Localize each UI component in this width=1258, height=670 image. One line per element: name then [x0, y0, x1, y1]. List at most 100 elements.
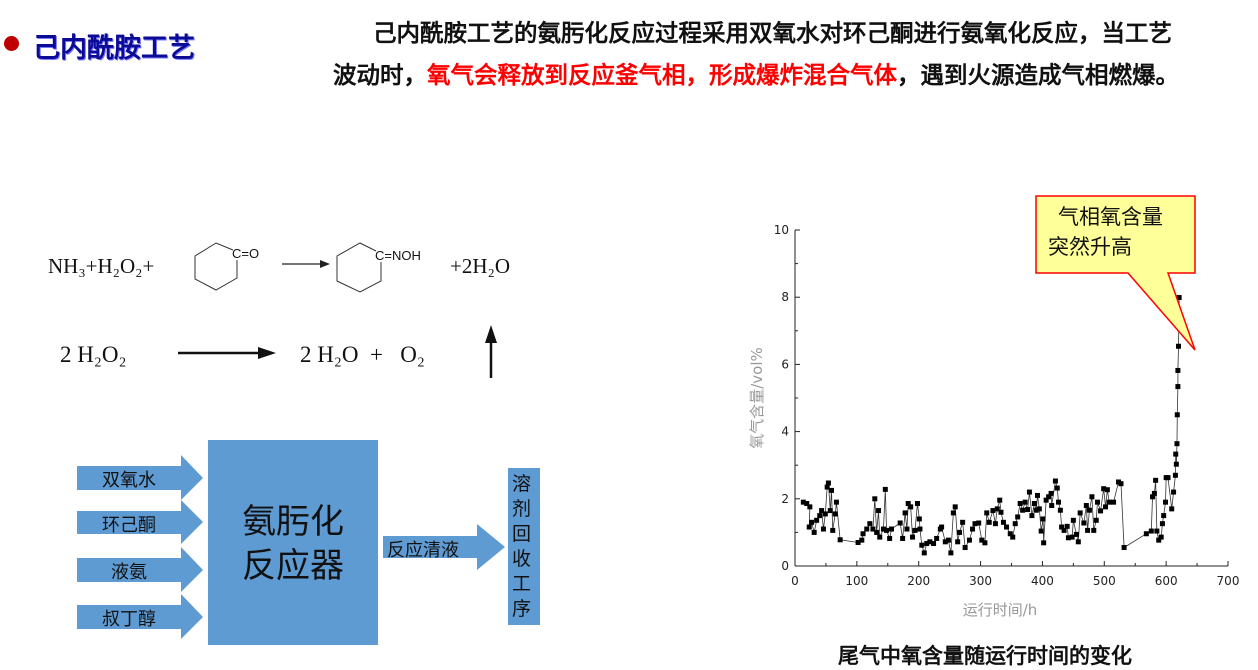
- data-point: [859, 537, 865, 543]
- data-point: [1000, 519, 1006, 525]
- process-flow-diagram: 双氧水 环己酮 液氨 叔丁醇 氨肟化 反应器 反应清液 溶剂回收工序: [0, 0, 560, 670]
- intro-text-3: ，遇到火源造成气相燃爆。: [897, 61, 1179, 89]
- reaction-equations: NH₃+H₂O₂+ C=O C=NOH +2H₂O 2 H₂O₂ 2 H₂O +…: [48, 242, 510, 378]
- data-point: [1038, 528, 1044, 534]
- data-point: [884, 527, 890, 533]
- data-point: [1153, 477, 1159, 483]
- data-point: [1106, 499, 1112, 505]
- y-tick-label: 8: [781, 290, 789, 304]
- callout-shape: [1035, 195, 1196, 351]
- x-tick-label: 100: [845, 574, 868, 588]
- data-point: [1041, 540, 1047, 546]
- data-point: [1056, 499, 1062, 505]
- data-point: [1091, 527, 1097, 533]
- data-point: [1173, 451, 1179, 457]
- data-point: [1075, 539, 1081, 545]
- reaction2-reactant: 2 H₂O₂: [60, 342, 127, 367]
- oxygen-content-chart: 0 100 200 300 400 500 600 700 0 2 4 6 8 10 运行时间/h 氧气含…: [748, 195, 1239, 619]
- data-point: [960, 519, 966, 525]
- data-point: [997, 497, 1003, 503]
- data-point: [819, 508, 825, 514]
- data-point: [864, 526, 870, 532]
- data-point: [1176, 343, 1182, 349]
- data-point: [904, 526, 910, 532]
- data-point: [934, 535, 940, 541]
- data-point: [1073, 531, 1079, 537]
- bullet-icon: [4, 36, 19, 51]
- data-point: [877, 534, 883, 540]
- data-point: [824, 484, 830, 490]
- data-point: [950, 510, 956, 516]
- data-point: [982, 540, 988, 546]
- data-point: [1015, 514, 1021, 520]
- data-point: [1104, 487, 1110, 493]
- input-arrow-tert-butanol: [77, 594, 203, 639]
- intro-text-highlight: 氧气会释放到反应釜气相，形成爆炸混合气体: [427, 61, 897, 89]
- data-point: [1169, 506, 1175, 512]
- data-point: [1158, 534, 1164, 540]
- reactor-box: [208, 440, 378, 645]
- x-tick-label: 600: [1155, 574, 1178, 588]
- data-point: [1174, 441, 1180, 447]
- data-point: [1094, 499, 1100, 505]
- data-point: [897, 520, 903, 526]
- data-point: [1054, 485, 1060, 491]
- data-point: [855, 539, 861, 545]
- data-point: [804, 501, 810, 507]
- data-point: [962, 545, 968, 551]
- data-point: [1043, 497, 1049, 503]
- input-label-cyclohexanone: 环己酮: [102, 515, 156, 536]
- data-point: [952, 504, 958, 510]
- x-tick-label: 500: [1093, 574, 1116, 588]
- series-line: [803, 297, 1180, 555]
- oxime-group: C=NOH: [375, 248, 421, 263]
- y-tick-label: 4: [781, 425, 789, 439]
- data-point: [1151, 490, 1157, 496]
- data-point: [1150, 494, 1156, 500]
- data-point: [1163, 499, 1169, 505]
- annotation-line1: 气相氧含量: [1058, 205, 1163, 229]
- data-point: [1165, 475, 1171, 481]
- data-point: [1173, 461, 1179, 467]
- y-axis-label: 氧气含量/vol%: [748, 347, 766, 449]
- data-point: [986, 519, 992, 525]
- data-point: [809, 519, 815, 525]
- data-point: [1020, 507, 1026, 513]
- data-point: [1154, 528, 1160, 534]
- data-point: [1086, 507, 1092, 513]
- gas-evolution-arrowhead: [485, 325, 497, 343]
- data-point: [837, 537, 843, 543]
- data-point: [1025, 507, 1031, 513]
- annotation-line2: 突然升高: [1048, 235, 1132, 259]
- data-point: [1148, 528, 1154, 534]
- data-point: [1057, 507, 1063, 513]
- data-point: [874, 529, 880, 535]
- data-point: [931, 540, 937, 546]
- input-label-hydrogen-peroxide: 双氧水: [102, 470, 156, 491]
- data-point: [1031, 501, 1037, 507]
- data-point: [1143, 531, 1149, 537]
- data-point: [994, 506, 1000, 512]
- data-point: [1048, 490, 1054, 496]
- data-point: [828, 487, 834, 493]
- data-point: [870, 526, 876, 532]
- data-point: [908, 504, 914, 510]
- data-point: [1083, 503, 1089, 509]
- data-point: [1049, 503, 1055, 509]
- data-point: [957, 529, 963, 535]
- annotation-callout: 气相氧含量 突然升高: [1035, 195, 1196, 351]
- data-point: [1026, 489, 1032, 495]
- data-point: [942, 539, 948, 545]
- solvent-recovery-box: [508, 468, 540, 625]
- data-point: [1175, 384, 1181, 390]
- reaction2-products: 2 H₂O + O₂: [300, 342, 425, 367]
- data-point: [1103, 504, 1109, 510]
- data-point: [832, 511, 838, 517]
- ketone-group: C=O: [232, 246, 259, 261]
- data-point: [1101, 486, 1107, 492]
- input-arrow-hydrogen-peroxide: [77, 455, 203, 500]
- data-point: [1059, 524, 1065, 530]
- flow-shapes: [77, 440, 540, 645]
- data-point: [972, 521, 978, 527]
- intro-text-1: 己内酰胺工艺的氨肟化反应过程采用双氧水对环己酮进行氨氧化反应，当工艺波动时，: [333, 19, 1172, 89]
